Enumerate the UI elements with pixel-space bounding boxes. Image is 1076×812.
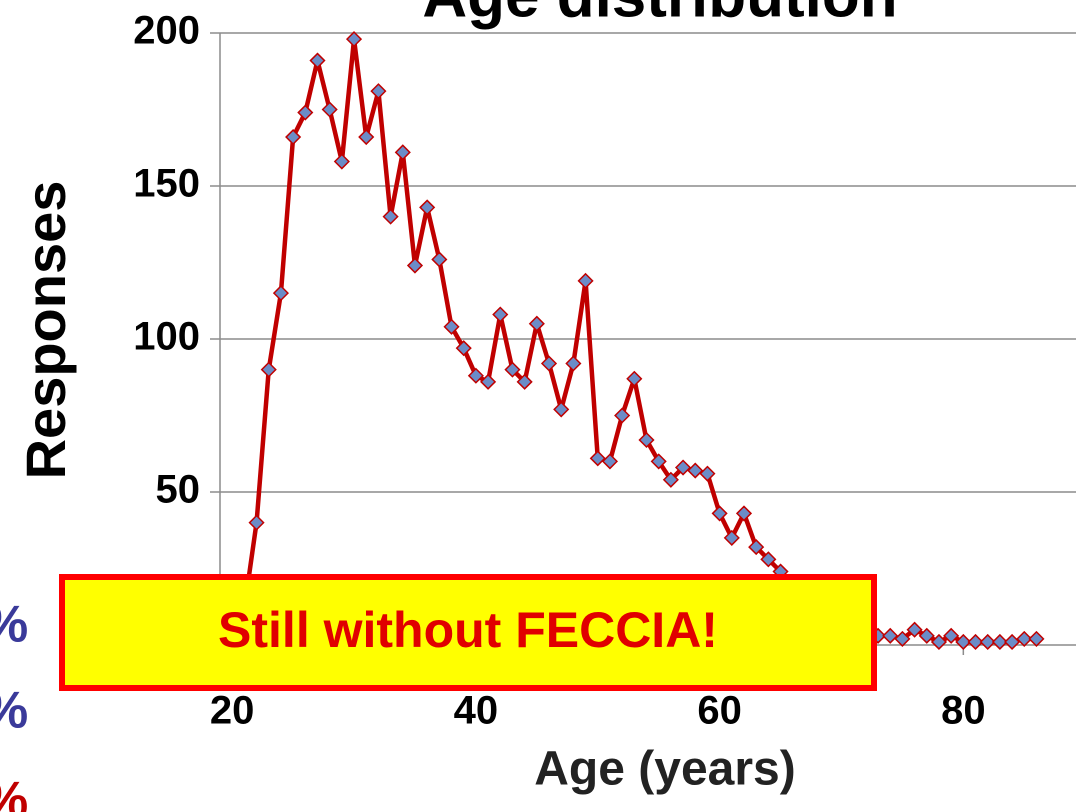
annotation-text: Still without FECCIA! (218, 602, 718, 658)
data-point (248, 514, 265, 531)
side-text: % (0, 596, 28, 654)
data-point (431, 251, 448, 268)
data-point (674, 459, 692, 476)
data-point (735, 505, 753, 522)
data-point (285, 128, 302, 146)
data-point (894, 630, 911, 647)
data-point (382, 208, 399, 225)
data-point (553, 401, 570, 418)
x-tick-label: 60 (697, 689, 742, 733)
data-point (760, 551, 777, 568)
x-axis-label: Age (years) (534, 743, 795, 796)
data-point (467, 367, 484, 384)
data-point (1004, 633, 1021, 651)
side-text: % (0, 682, 28, 740)
data-point (589, 450, 606, 467)
data-point (309, 52, 326, 69)
x-tick-label: 40 (454, 689, 499, 733)
y-tick-label: 150 (133, 162, 200, 206)
y-axis-label: Responses (14, 181, 77, 480)
data-point (614, 407, 631, 424)
data-point (650, 453, 667, 470)
data-point (455, 340, 472, 357)
data-point (955, 633, 972, 651)
data-point (662, 471, 679, 488)
data-point (906, 621, 923, 638)
data-point (297, 104, 314, 121)
data-point (930, 633, 948, 651)
data-point (687, 462, 704, 479)
data-point (419, 199, 436, 216)
data-point (345, 31, 363, 48)
data-point (504, 361, 521, 378)
data-point (1016, 630, 1033, 647)
annotation-box (59, 574, 877, 691)
data-point (1028, 630, 1045, 647)
data-point (577, 272, 594, 289)
data-point (979, 633, 996, 651)
y-tick-label: 100 (133, 315, 200, 359)
data-point (540, 355, 558, 372)
data-point (370, 83, 387, 100)
y-tick-label: 200 (133, 9, 200, 53)
data-point (638, 431, 655, 449)
data-point (699, 465, 716, 482)
data-point (601, 453, 619, 470)
data-point (748, 539, 765, 556)
y-tick-label: 50 (156, 468, 201, 512)
data-point (991, 633, 1008, 651)
data-point (723, 529, 740, 546)
data-point (918, 627, 935, 644)
annotation-group: Still without FECCIA! (59, 574, 877, 691)
data-point (333, 153, 350, 170)
x-tick-label: 20 (210, 689, 255, 733)
data-point (882, 627, 899, 644)
data-point (358, 128, 375, 146)
data-point (260, 361, 277, 378)
data-point (272, 285, 289, 302)
data-point (528, 315, 545, 332)
x-tick-label: 80 (941, 689, 986, 733)
chart-title: Age distribution (422, 0, 897, 30)
series-line (242, 36, 1037, 645)
data-point (967, 633, 984, 651)
data-point (565, 355, 582, 372)
data-point (492, 306, 509, 323)
data-point (480, 373, 497, 390)
data-point (406, 257, 424, 274)
data-point (711, 505, 728, 522)
side-text: % (0, 772, 28, 812)
data-point (516, 373, 533, 390)
data-point (394, 144, 411, 161)
data-point (626, 370, 643, 387)
data-point (443, 318, 460, 335)
data-point (321, 101, 338, 118)
data-point (943, 627, 960, 644)
